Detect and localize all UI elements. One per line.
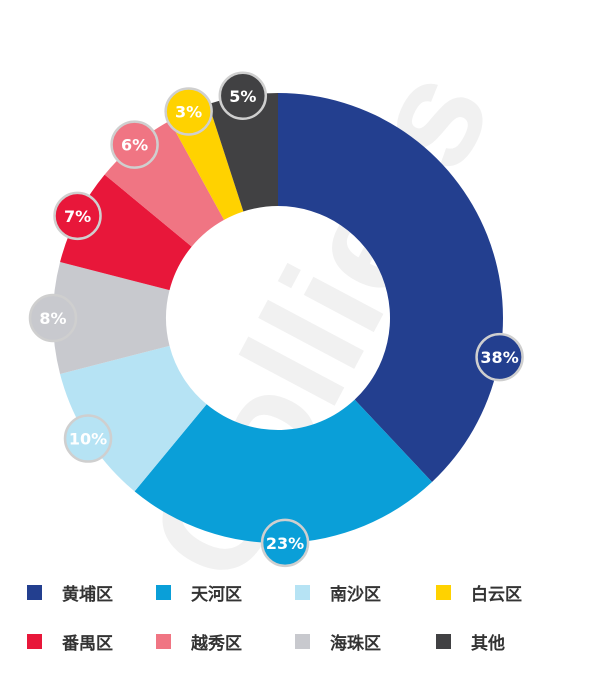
data-label-bubble [475, 332, 524, 382]
legend-swatch [156, 584, 171, 600]
legend-item: 其他 [436, 630, 505, 654]
data-label: 3% [175, 103, 202, 122]
legend-item: 越秀区 [156, 630, 242, 654]
data-label-bubble [110, 120, 159, 169]
slice-8 [208, 93, 278, 212]
legend-label: 黄埔区 [62, 584, 113, 605]
legend-label: 番禺区 [62, 633, 113, 654]
legend-item: 白云区 [436, 581, 522, 605]
legend-label: 南沙区 [330, 584, 381, 605]
slice-1 [278, 93, 503, 483]
slice-4 [52, 262, 170, 374]
slice-3 [60, 345, 207, 492]
legend-item: 黄埔区 [27, 581, 113, 605]
legend-swatch [27, 584, 42, 600]
legend-label: 其他 [471, 633, 505, 654]
data-label-bubble [53, 191, 102, 241]
data-label: 10% [69, 430, 107, 449]
legend-item: 天河区 [156, 581, 242, 605]
data-label: 38% [480, 348, 518, 367]
data-label: 23% [266, 534, 304, 553]
legend-label: 海珠区 [330, 633, 381, 654]
legend-item: 番禺区 [27, 630, 113, 654]
legend-swatch [436, 584, 451, 600]
data-label-bubble [218, 71, 268, 121]
legend-swatch [436, 633, 451, 649]
data-label: 6% [121, 136, 148, 155]
data-label: 8% [39, 309, 66, 328]
data-label-bubble [164, 87, 213, 136]
legend-item: 海珠区 [295, 630, 381, 654]
data-label-bubble [260, 518, 310, 568]
legend-swatch [295, 584, 310, 600]
data-label-bubble [63, 414, 113, 463]
legend-label: 天河区 [191, 584, 242, 605]
legend-swatch [156, 633, 171, 649]
legend-item: 南沙区 [295, 581, 381, 605]
legend-label: 白云区 [471, 584, 522, 605]
legend-swatch [295, 633, 310, 649]
slice-2 [134, 399, 433, 544]
legend-swatch [27, 633, 42, 649]
legend-label: 越秀区 [191, 633, 242, 654]
data-label: 7% [64, 207, 91, 226]
data-label-bubble [28, 293, 78, 343]
data-label: 5% [229, 87, 256, 106]
